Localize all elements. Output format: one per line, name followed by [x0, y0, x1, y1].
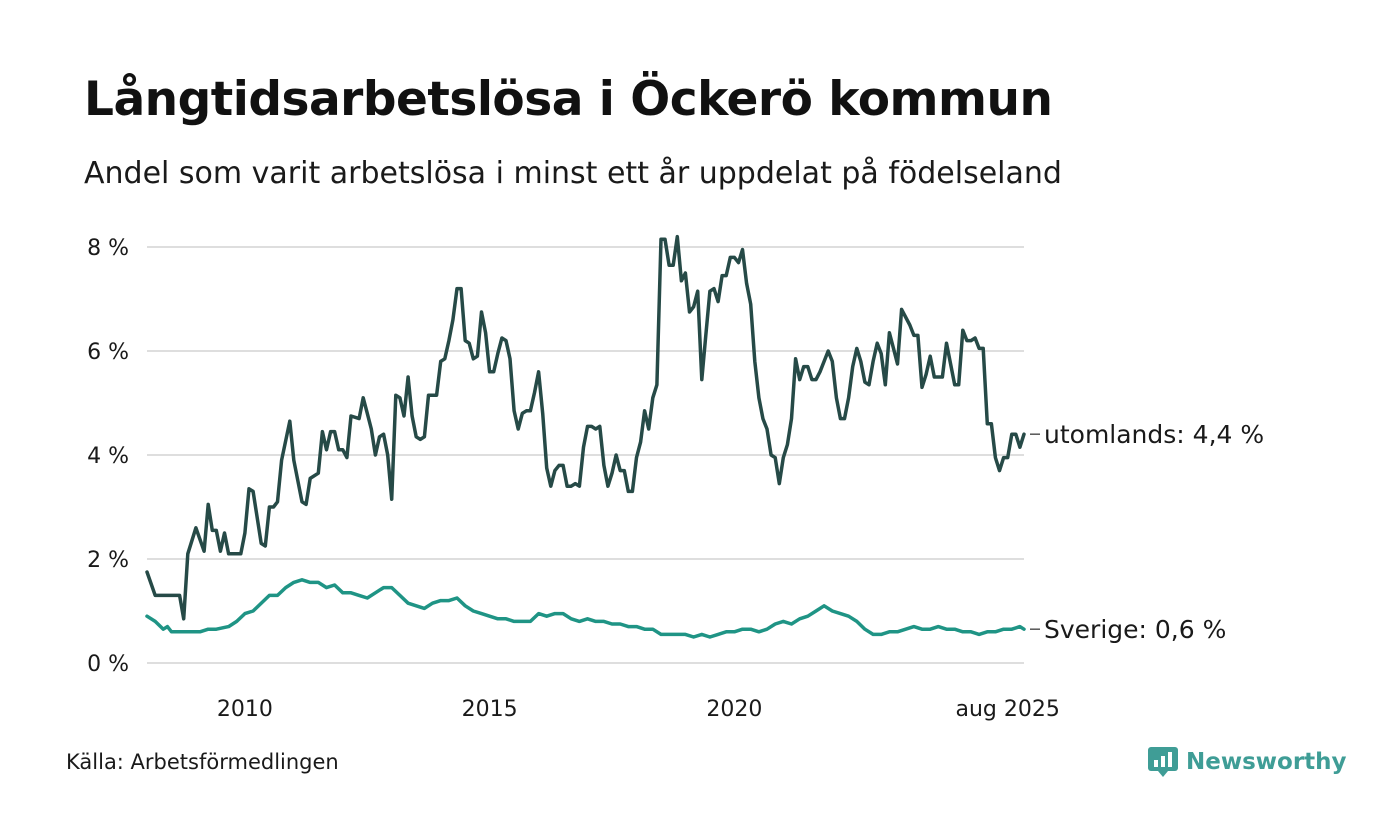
y-tick-label: 8 % [87, 236, 129, 261]
brand-logo: Newsworthy [1148, 744, 1347, 780]
series-line-utomlands [145, 234, 1026, 621]
series-end-label: Sverige: 0,6 % [1044, 615, 1226, 644]
x-tick-label: 2020 [706, 697, 762, 722]
x-tick-label: aug 2025 [955, 697, 1059, 722]
series-end-label: utomlands: 4,4 % [1044, 420, 1264, 449]
newsworthy-chart-icon [1148, 747, 1178, 777]
y-tick-label: 6 % [87, 340, 129, 365]
source-note: Källa: Arbetsförmedlingen [66, 750, 339, 774]
page-subtitle: Andel som varit arbetslösa i minst ett å… [84, 156, 1062, 191]
x-tick-label: 2010 [217, 697, 273, 722]
x-tick-label: 2015 [462, 697, 518, 722]
brand-name: Newsworthy [1186, 749, 1347, 775]
series-line-sverige [145, 578, 1026, 639]
y-tick-label: 0 % [87, 652, 129, 677]
y-tick-label: 2 % [87, 548, 129, 573]
page-title: Långtidsarbetslösa i Öckerö kommun [84, 72, 1053, 127]
y-tick-label: 4 % [87, 444, 129, 469]
